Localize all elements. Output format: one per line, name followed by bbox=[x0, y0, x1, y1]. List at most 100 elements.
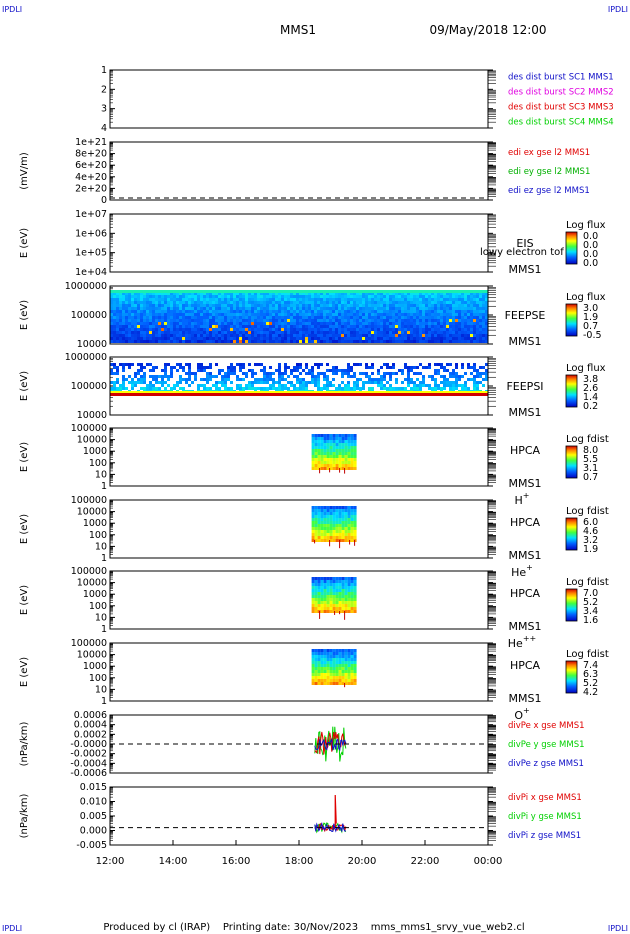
heatmap-cell bbox=[206, 310, 209, 313]
heatmap-cell bbox=[212, 301, 215, 304]
panel-hpca_o-instrument: HPCA bbox=[510, 659, 541, 672]
heatmap-cell bbox=[347, 372, 350, 375]
panel-hpca_he-ytick-label: 10 bbox=[95, 541, 107, 552]
heatmap-cell bbox=[455, 328, 458, 331]
heatmap-cell bbox=[272, 307, 275, 310]
heatmap-cell bbox=[344, 446, 348, 449]
heatmap-cell bbox=[326, 455, 330, 458]
heatmap-cell bbox=[392, 304, 395, 307]
heatmap-cell bbox=[248, 307, 251, 310]
heatmap-cell bbox=[464, 307, 467, 310]
heatmap-cell bbox=[401, 298, 404, 301]
heatmap-cell bbox=[449, 334, 452, 337]
heatmap-cell bbox=[188, 322, 191, 325]
heatmap-cell bbox=[335, 452, 339, 455]
heatmap-cell bbox=[485, 340, 488, 343]
heatmap-cell bbox=[350, 322, 353, 325]
heatmap-cell bbox=[326, 446, 330, 449]
heatmap-cell bbox=[332, 307, 335, 310]
heatmap-cell bbox=[137, 319, 140, 322]
heatmap-cell bbox=[401, 301, 404, 304]
heatmap-cell bbox=[365, 337, 368, 340]
heatmap-cell bbox=[110, 381, 113, 384]
heatmap-cell bbox=[233, 292, 236, 295]
heatmap-cell bbox=[317, 515, 321, 518]
heatmap-cell bbox=[485, 301, 488, 304]
heatmap-cell bbox=[161, 334, 164, 337]
heatmap-cell bbox=[338, 521, 342, 524]
heatmap-cell bbox=[332, 658, 336, 661]
heatmap-cell bbox=[116, 340, 119, 343]
heatmap-cell bbox=[323, 506, 327, 509]
heatmap-cell bbox=[320, 518, 324, 521]
heatmap-cell bbox=[167, 307, 170, 310]
heatmap-cell bbox=[269, 310, 272, 313]
heatmap-cell bbox=[263, 322, 266, 325]
heatmap-cell bbox=[392, 363, 395, 366]
heatmap-cell bbox=[305, 319, 308, 322]
heatmap-cell bbox=[116, 378, 119, 381]
heatmap-cell bbox=[179, 292, 182, 295]
heatmap-cell bbox=[308, 340, 311, 343]
heatmap-cell bbox=[293, 304, 296, 307]
heatmap-cell bbox=[188, 363, 191, 366]
heatmap-cell bbox=[188, 340, 191, 343]
heatmap-cell bbox=[326, 292, 329, 295]
heatmap-cell bbox=[428, 387, 431, 390]
heatmap-cell bbox=[152, 310, 155, 313]
heatmap-cell bbox=[119, 319, 122, 322]
heatmap-cell bbox=[347, 328, 350, 331]
heatmap-cell bbox=[329, 331, 332, 334]
heatmap-cell bbox=[293, 313, 296, 316]
heatmap-cell bbox=[206, 334, 209, 337]
heatmap-cell bbox=[449, 340, 452, 343]
heatmap-cell bbox=[134, 381, 137, 384]
heatmap-cell bbox=[299, 328, 302, 331]
heatmap-cell bbox=[482, 331, 485, 334]
heatmap-cell bbox=[179, 325, 182, 328]
heatmap-cell bbox=[248, 301, 251, 304]
heatmap-cell bbox=[230, 381, 233, 384]
heatmap-cell bbox=[278, 372, 281, 375]
heatmap-cell bbox=[347, 337, 350, 340]
heatmap-cell bbox=[284, 331, 287, 334]
heatmap-cell bbox=[233, 340, 236, 343]
heatmap-cell bbox=[116, 307, 119, 310]
heatmap-cell bbox=[458, 384, 461, 387]
heatmap-cell bbox=[410, 378, 413, 381]
heatmap-cell bbox=[368, 316, 371, 319]
heatmap-cell bbox=[482, 325, 485, 328]
heatmap-cell bbox=[329, 527, 333, 530]
heatmap-cell bbox=[485, 334, 488, 337]
heatmap-cell bbox=[122, 307, 125, 310]
heatmap-cell bbox=[461, 328, 464, 331]
heatmap-cell bbox=[317, 455, 321, 458]
heatmap-cell bbox=[338, 301, 341, 304]
heatmap-cell bbox=[320, 592, 324, 595]
heatmap-cell bbox=[170, 295, 173, 298]
heatmap-cell bbox=[212, 310, 215, 313]
heatmap-cell bbox=[128, 319, 131, 322]
heatmap-cell bbox=[329, 340, 332, 343]
heatmap-cell bbox=[470, 328, 473, 331]
heatmap-cell bbox=[116, 381, 119, 384]
heatmap-cell bbox=[251, 295, 254, 298]
heatmap-cell bbox=[335, 372, 338, 375]
heatmap-cell bbox=[425, 298, 428, 301]
heatmap-cell bbox=[116, 372, 119, 375]
heatmap-cell bbox=[470, 334, 473, 337]
heatmap-cell bbox=[161, 319, 164, 322]
heatmap-cell bbox=[452, 304, 455, 307]
heatmap-cell bbox=[326, 334, 329, 337]
heatmap-cell bbox=[218, 310, 221, 313]
heatmap-cell bbox=[335, 595, 339, 598]
heatmap-cell bbox=[365, 331, 368, 334]
heatmap-cell bbox=[185, 340, 188, 343]
heatmap-cell bbox=[131, 319, 134, 322]
heatmap-cell bbox=[173, 316, 176, 319]
heatmap-cell bbox=[350, 316, 353, 319]
heatmap-cell bbox=[245, 384, 248, 387]
heatmap-cell bbox=[317, 667, 321, 670]
heatmap-cell bbox=[338, 434, 342, 437]
heatmap-cell bbox=[368, 328, 371, 331]
